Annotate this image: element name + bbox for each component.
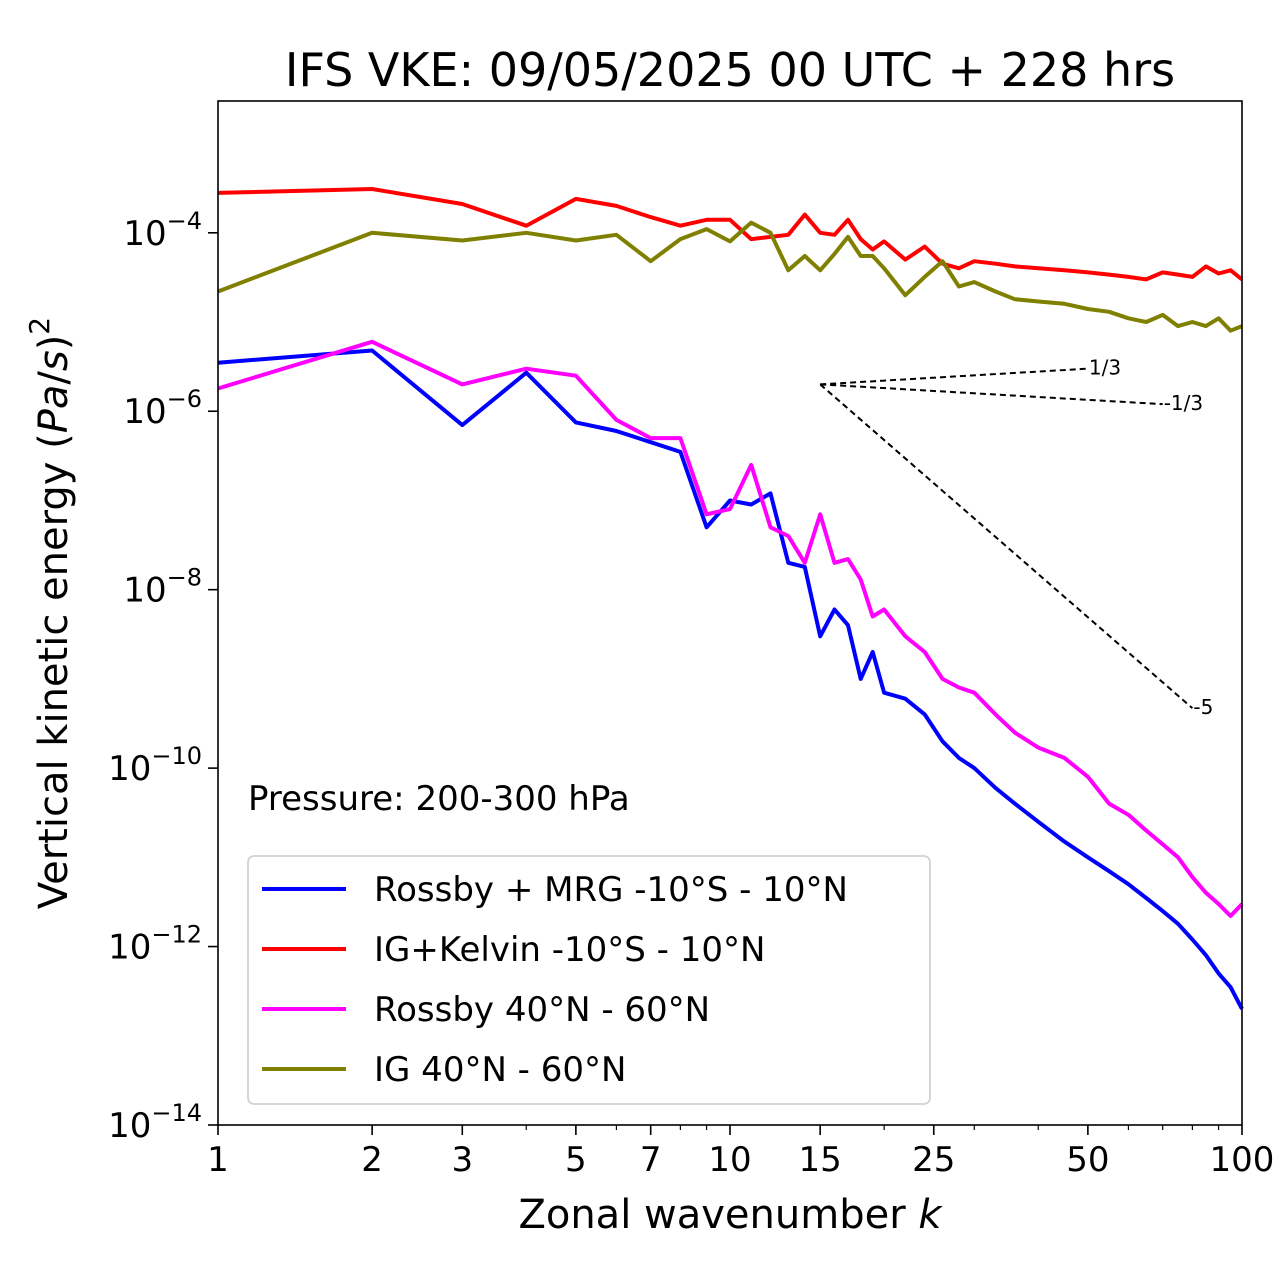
legend: Rossby + MRG -10°S - 10°N IG+Kelvin -10°S… [247,855,931,1105]
y-tick-label: 10−12 [108,921,202,968]
x-axis-label: Zonal wavenumber k [518,1192,943,1238]
reference-line-1-3 [820,383,1163,406]
chart-title: IFS VKE: 09/05/2025 00 UTC + 228 hrs [285,43,1175,97]
x-tick-label: 7 [640,1140,662,1180]
reference-slope-lines: 1/3 -1/3 -5 [819,356,1213,719]
y-tick-label: 10−4 [123,207,202,254]
y-axis-label-power: 2 [23,317,56,335]
x-tick-label: 3 [451,1140,473,1180]
x-tick-label: 5 [565,1140,587,1180]
y-tick-label: 10−10 [108,742,202,789]
y-axis-ticks: 10−4 10−6 10−8 10−10 10−12 10−14 [108,207,218,1146]
series-line-rossby-mrg-10-s-10-n [217,348,1244,1010]
legend-label-rossby-mrg-10-s-10-n: Rossby + MRG -10°S - 10°N [374,870,848,910]
y-tick-label: 10−14 [108,1099,202,1146]
y-axis-label-slash: / [31,371,77,385]
reference-line-label: -1/3 [1164,391,1203,415]
y-axis-label-close: ) [31,335,77,351]
x-tick-label: 15 [799,1140,842,1180]
reference-line-5 [819,383,1194,709]
x-axis-ticks: 1 2 3 5 7 10 15 25 50 100 [207,1125,1274,1180]
legend-box [247,855,931,1105]
reference-line-label: -5 [1193,695,1213,719]
y-axis-label-unit-s: s [31,350,77,371]
y-axis-label-text: Vertical kinetic energy ( [31,433,77,909]
x-tick-label: 25 [912,1140,955,1180]
x-tick-label: 50 [1066,1140,1109,1180]
plot-series [217,187,1244,1010]
x-axis-label-symbol: k [918,1192,943,1238]
legend-label-ig-40-n-60-n: IG 40°N - 60°N [374,1050,626,1090]
legend-label-ig-kelvin-10-s-10-n: IG+Kelvin -10°S - 10°N [374,930,765,970]
y-axis-label-unit-pa: Pa [31,385,77,434]
x-tick-label: 10 [708,1140,751,1180]
pressure-annotation: Pressure: 200-300 hPa [248,779,630,819]
series-line-rossby-40-n-60-n [217,339,1244,918]
series-line-ig-kelvin-10-s-10-n [217,187,1244,282]
legend-entries: Rossby + MRG -10°S - 10°N IG+Kelvin -10°S… [262,870,848,1090]
reference-line-label: 1/3 [1089,356,1121,380]
reference-line-1-3 [820,367,1088,386]
x-tick-label: 1 [207,1140,229,1180]
legend-label-rossby-40-n-60-n: Rossby 40°N - 60°N [374,990,710,1030]
series-line-ig-40-n-60-n [217,220,1243,333]
x-tick-label: 100 [1210,1140,1275,1180]
y-tick-label: 10−6 [123,385,202,432]
y-tick-label: 10−8 [123,564,202,611]
x-axis-label-text: Zonal wavenumber [518,1192,918,1238]
y-axis-label: Vertical kinetic energy (Pa/s)2 [23,317,77,909]
x-tick-label: 2 [361,1140,383,1180]
